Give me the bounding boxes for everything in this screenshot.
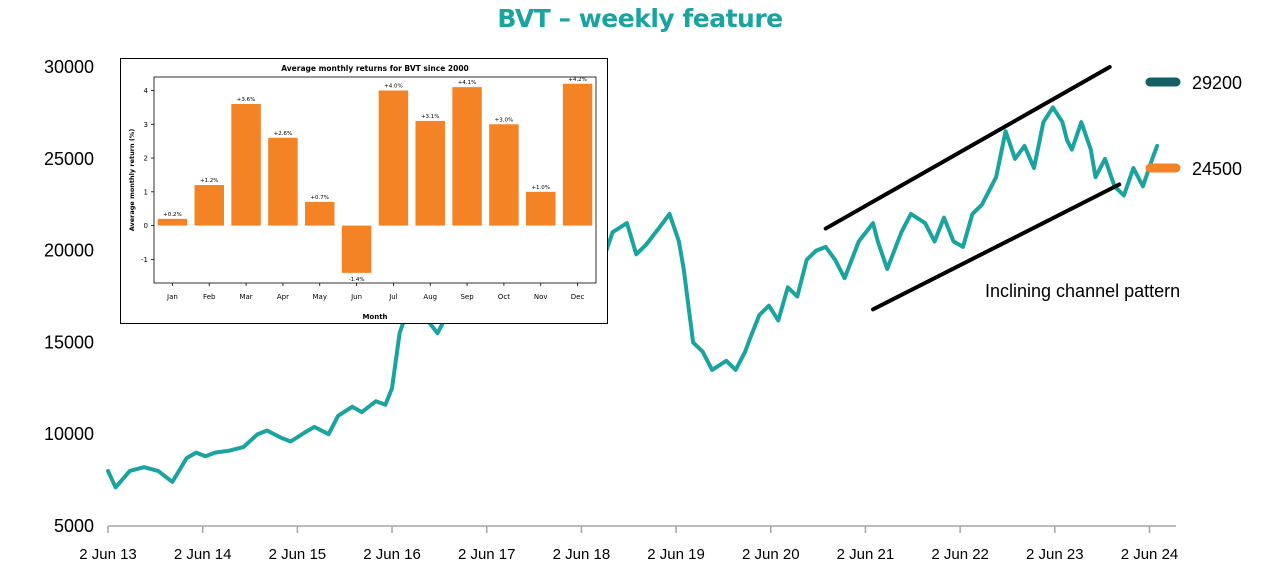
channel-upper-line — [823, 65, 1112, 231]
inset-y-tick-label: 1 — [144, 188, 148, 196]
inset-x-tick-label: Nov — [534, 293, 548, 301]
channel-lower-line — [871, 182, 1122, 312]
inset-x-tick-label: May — [313, 293, 327, 301]
chart-title: BVT – weekly feature — [497, 4, 783, 33]
x-tick-label: 2 Jun 21 — [837, 546, 895, 563]
y-tick-label: 5000 — [54, 516, 94, 536]
x-tick-label: 2 Jun 24 — [1121, 546, 1179, 563]
inset-plot-frame — [153, 76, 597, 284]
inset-bar — [489, 124, 519, 226]
inset-x-tick-label: Mar — [239, 293, 252, 301]
inset-data-label: +4.1% — [458, 80, 477, 86]
inset-bar — [452, 87, 482, 226]
inset-x-tick-label: Oct — [498, 293, 510, 301]
inset-bar — [378, 90, 409, 226]
inset-y-tick-label: 4 — [144, 87, 149, 95]
x-tick-label: 2 Jun 17 — [458, 546, 516, 563]
inset-x-tick-label: Jun — [350, 293, 362, 301]
inset-bar — [341, 225, 372, 273]
x-tick-label: 2 Jun 18 — [553, 546, 611, 563]
inset-x-tick-label: Apr — [277, 293, 289, 301]
inset-y-tick-label: 2 — [144, 155, 148, 163]
inset-bar — [415, 120, 445, 226]
x-tick-label: 2 Jun 20 — [742, 546, 800, 563]
x-tick-label: 2 Jun 16 — [363, 546, 421, 563]
inset-x-tick-label: Sep — [460, 293, 474, 301]
y-tick-label: 25000 — [44, 149, 94, 169]
inset-title: Average monthly returns for BVT since 20… — [281, 64, 469, 73]
inset-data-label: +0.2% — [163, 212, 182, 218]
x-tick-label: 2 Jun 19 — [647, 546, 705, 563]
inset-bar-chart: Average monthly returns for BVT since 20… — [128, 64, 597, 321]
inset-bar — [562, 83, 593, 226]
inset-bar — [305, 201, 335, 226]
inset-x-tick-label: Feb — [203, 293, 216, 301]
x-tick-label: 2 Jun 14 — [174, 546, 232, 563]
inset-data-label: +3.6% — [237, 97, 256, 103]
inset-data-label: +1.2% — [200, 178, 219, 184]
inset-data-label: +1.0% — [531, 185, 550, 191]
inset-y-tick-label: 0 — [144, 222, 148, 230]
y-tick-label: 10000 — [44, 424, 94, 444]
inset-x-tick-label: Aug — [423, 293, 437, 301]
inset-y-tick-label: 3 — [144, 121, 148, 129]
main-axes: 2 Jun 13 2 Jun 14 2 Jun 15 2 Jun 16 2 Jun 17… — [44, 57, 1178, 563]
y-tick-label: 20000 — [44, 241, 94, 261]
inset-x-axis-label: Month — [362, 313, 387, 321]
inset-bar — [194, 185, 224, 226]
x-tick-label: 2 Jun 22 — [931, 546, 989, 563]
x-tick-label: 2 Jun 23 — [1026, 546, 1084, 563]
inset-bar — [526, 191, 556, 226]
inset-data-label: -1.4% — [349, 277, 365, 283]
x-tick-label: 2 Jun 15 — [269, 546, 327, 563]
y-tick-label: 15000 — [44, 332, 94, 352]
y-tick-label: 30000 — [44, 57, 94, 77]
inset-data-label: +0.7% — [310, 195, 329, 201]
main-marks: Inclining channel pattern 29200 24500 — [106, 65, 1242, 490]
inset-bar — [268, 137, 298, 226]
inset-y-tick-label: -1 — [141, 256, 148, 264]
inset-bar — [157, 218, 188, 226]
legend-label: 24500 — [1192, 159, 1242, 179]
inset-x-tick-label: Dec — [571, 293, 585, 301]
inset-x-tick-label: Jan — [166, 293, 178, 301]
inset-bar — [231, 104, 261, 226]
series-line — [106, 105, 1160, 490]
inset-data-label: +3.0% — [495, 117, 514, 123]
channel-annotation: Inclining channel pattern — [985, 281, 1180, 301]
inset-data-label: +4.2% — [568, 77, 587, 83]
inset-bar-chart-panel: Average monthly returns for BVT since 20… — [120, 58, 608, 324]
inset-data-label: +2.6% — [274, 131, 293, 137]
inset-y-axis-label: Average monthly return (%) — [128, 129, 136, 232]
legend-label: 29200 — [1192, 73, 1242, 93]
inset-x-tick-label: Jul — [388, 293, 398, 301]
inset-data-label: +3.1% — [421, 114, 440, 120]
inset-data-label: +4.0% — [384, 84, 403, 90]
x-tick-label: 2 Jun 13 — [79, 546, 137, 563]
